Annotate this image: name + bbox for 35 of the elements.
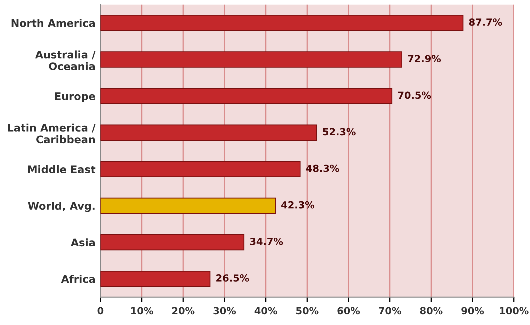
data-label: 26.5%	[216, 274, 250, 282]
data-label: 72.9%	[408, 55, 442, 63]
x-tick-label: 80%	[420, 307, 443, 315]
bar	[100, 52, 402, 68]
y-tick-label: Australia / Oceania	[35, 50, 96, 70]
data-label: 87.7%	[469, 18, 502, 26]
y-tick-label: North America	[12, 19, 96, 28]
data-label: 52.3%	[323, 128, 356, 136]
bar	[100, 88, 393, 104]
x-tick-label: 30%	[214, 307, 236, 315]
y-tick-label: World, Avg.	[28, 202, 95, 212]
y-tick-label: Latin America / Caribbean	[8, 124, 96, 144]
x-tick-label: 70%	[379, 307, 402, 315]
data-label: 34.7%	[250, 238, 284, 246]
y-tick-label: Africa	[61, 275, 96, 284]
x-tick-label: 50%	[296, 307, 319, 315]
x-tick-label: 0	[98, 307, 104, 315]
data-label: 42.3%	[282, 201, 315, 209]
y-tick-label: Asia	[71, 238, 96, 247]
x-tick-label: 100%	[500, 307, 529, 315]
x-tick-label: 40%	[254, 307, 278, 315]
x-tick-label: 90%	[462, 307, 484, 315]
data-label: 48.3%	[306, 164, 340, 172]
x-tick-label: 10%	[132, 307, 154, 315]
bar	[100, 161, 301, 178]
y-tick-label: Middle East	[28, 165, 96, 174]
x-tick-label: 60%	[338, 307, 360, 315]
bar	[100, 15, 464, 32]
x-tick-label: 20%	[172, 307, 195, 315]
y-tick-label: Europe	[55, 92, 96, 102]
bar	[100, 198, 276, 214]
bar	[100, 124, 318, 141]
bar	[100, 270, 211, 288]
data-label: 70.5%	[398, 92, 432, 100]
bar	[100, 234, 245, 251]
